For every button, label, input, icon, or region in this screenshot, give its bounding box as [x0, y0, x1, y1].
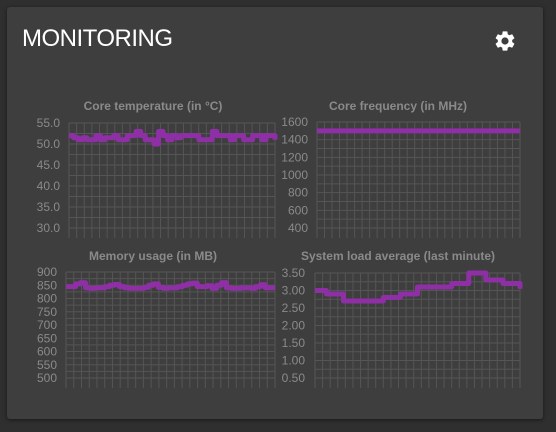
- y-tick-label: 55.0: [37, 116, 61, 130]
- y-tick-label: 650: [37, 331, 57, 345]
- y-tick-label: 50.0: [37, 137, 61, 151]
- y-tick-label: 45.0: [37, 158, 61, 172]
- chart-title: Memory usage (in MB): [89, 249, 217, 263]
- y-tick-label: 500: [37, 371, 57, 385]
- y-tick-label: 1000: [281, 168, 308, 182]
- series-line: [66, 280, 275, 291]
- y-tick-label: 35.0: [37, 200, 61, 214]
- chart-title: Core frequency (in MHz): [329, 99, 467, 113]
- chart-core-temperature: 55.0 50.0 45.0 40.0 35.0 30.0 Core temperature…: [37, 99, 278, 238]
- y-tick-label: 1200: [281, 150, 308, 164]
- y-tick-label: 30.0: [37, 221, 61, 235]
- y-tick-label: 3.50: [282, 266, 306, 280]
- y-tick-label: 2.00: [282, 319, 306, 333]
- gear-icon[interactable]: [493, 29, 517, 53]
- card-title: MONITORING: [22, 25, 173, 52]
- y-tick-label: 800: [288, 186, 308, 200]
- chart-title: Core temperature (in °C): [84, 99, 223, 113]
- y-tick-label: 700: [37, 318, 57, 332]
- y-tick-label: 3.00: [282, 284, 306, 298]
- y-tick-label: 0.50: [282, 371, 306, 385]
- y-tick-label: 1.00: [282, 354, 306, 368]
- y-tick-label: 800: [37, 292, 57, 306]
- y-tick-label: 550: [37, 358, 57, 372]
- chart-title: System load average (last minute): [301, 249, 495, 263]
- y-tick-label: 1400: [281, 133, 308, 147]
- series-line: [69, 128, 278, 147]
- series-line: [315, 270, 523, 304]
- y-tick-label: 600: [288, 203, 308, 217]
- y-tick-label: 1600: [281, 115, 308, 129]
- y-tick-label: 400: [288, 221, 308, 235]
- y-tick-label: 1.50: [282, 336, 306, 350]
- y-tick-label: 850: [37, 278, 57, 292]
- y-tick-label: 750: [37, 305, 57, 319]
- chart-system-load: 3.50 3.00 2.50 2.00 1.50 1.00 0.50 System load …: [282, 249, 523, 388]
- y-tick-label: 2.50: [282, 301, 306, 315]
- chart-core-frequency: 1600 1400 1200 1000 800 600 400 Core frequency …: [281, 99, 521, 238]
- y-tick-label: 40.0: [37, 179, 61, 193]
- y-tick-label: 900: [37, 265, 57, 279]
- y-tick-label: 600: [37, 345, 57, 359]
